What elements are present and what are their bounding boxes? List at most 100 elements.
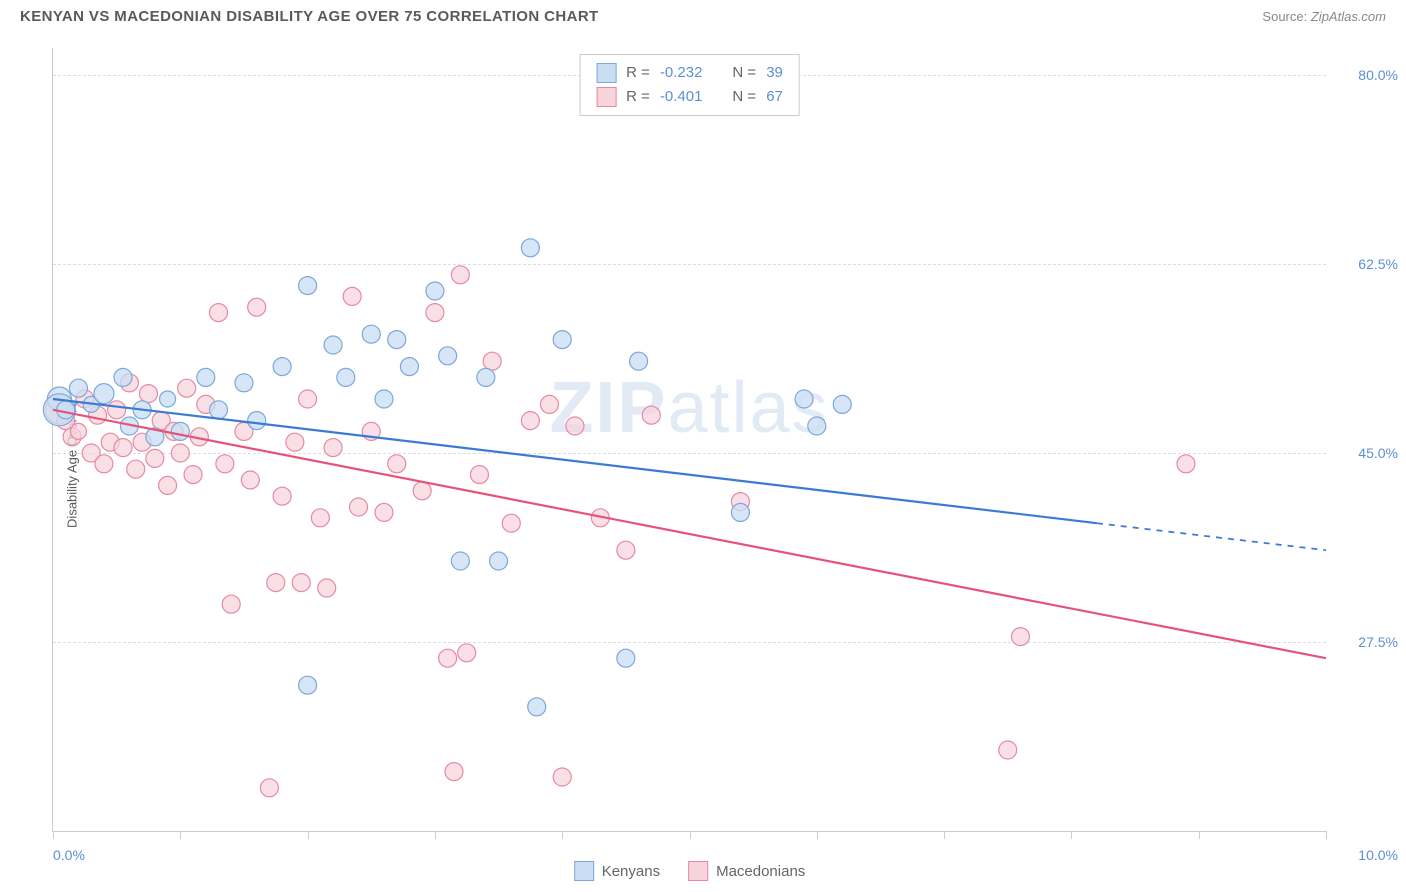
scatter-point: [426, 304, 444, 322]
correlation-legend: R = -0.232 N = 39 R = -0.401 N = 67: [579, 54, 800, 116]
scatter-point: [273, 358, 291, 376]
scatter-point: [350, 498, 368, 516]
scatter-point: [999, 741, 1017, 759]
x-tick: [1071, 831, 1072, 839]
n-value-macedonians: 67: [766, 85, 783, 109]
chart-container: Disability Age Over 75 ZIPatlas R = -0.2…: [0, 36, 1406, 892]
scatter-point: [731, 503, 749, 521]
scatter-point: [241, 471, 259, 489]
scatter-point: [57, 401, 75, 419]
swatch-macedonians: [688, 861, 708, 881]
scatter-point: [248, 298, 266, 316]
scatter-point: [642, 406, 660, 424]
scatter-point: [343, 287, 361, 305]
y-tick-label: 27.5%: [1334, 634, 1398, 650]
scatter-point: [108, 401, 126, 419]
legend-item-macedonians: Macedonians: [688, 861, 805, 881]
scatter-point: [69, 379, 87, 397]
legend-row-macedonians: R = -0.401 N = 67: [596, 85, 783, 109]
scatter-point: [540, 395, 558, 413]
scatter-point: [553, 331, 571, 349]
scatter-point: [299, 277, 317, 295]
scatter-point: [375, 503, 393, 521]
scatter-point: [388, 331, 406, 349]
x-tick: [817, 831, 818, 839]
r-label: R =: [626, 61, 650, 85]
scatter-point: [833, 395, 851, 413]
scatter-point: [171, 422, 189, 440]
scatter-point: [273, 487, 291, 505]
plot-area: ZIPatlas R = -0.232 N = 39 R = -0.401 N …: [52, 48, 1326, 832]
scatter-point: [209, 401, 227, 419]
scatter-point: [451, 552, 469, 570]
x-tick: [1326, 831, 1327, 839]
scatter-point: [139, 385, 157, 403]
scatter-point: [617, 541, 635, 559]
y-tick-label: 62.5%: [1334, 256, 1398, 272]
scatter-point: [630, 352, 648, 370]
scatter-point: [216, 455, 234, 473]
swatch-kenyans: [596, 63, 616, 83]
scatter-point: [95, 455, 113, 473]
scatter-point: [159, 476, 177, 494]
series-legend: Kenyans Macedonians: [574, 861, 806, 881]
scatter-point: [324, 439, 342, 457]
scatter-point: [286, 433, 304, 451]
scatter-point: [127, 460, 145, 478]
x-tick: [308, 831, 309, 839]
scatter-point: [413, 482, 431, 500]
r-value-macedonians: -0.401: [660, 85, 703, 109]
scatter-point: [426, 282, 444, 300]
source-value: ZipAtlas.com: [1311, 9, 1386, 24]
scatter-point: [299, 390, 317, 408]
scatter-point: [248, 412, 266, 430]
scatter-point: [222, 595, 240, 613]
scatter-point: [235, 374, 253, 392]
scatter-point: [197, 368, 215, 386]
scatter-point: [362, 325, 380, 343]
scatter-point: [445, 763, 463, 781]
scatter-point: [184, 466, 202, 484]
scatter-point: [458, 644, 476, 662]
scatter-point: [299, 676, 317, 694]
x-tick: [944, 831, 945, 839]
scatter-point: [375, 390, 393, 408]
scatter-point: [566, 417, 584, 435]
scatter-point: [178, 379, 196, 397]
scatter-point: [267, 574, 285, 592]
r-label: R =: [626, 85, 650, 109]
scatter-point: [521, 412, 539, 430]
regression-line-extrapolated: [1097, 523, 1326, 550]
scatter-point: [795, 390, 813, 408]
scatter-point: [439, 347, 457, 365]
scatter-point: [502, 514, 520, 532]
x-tick: [690, 831, 691, 839]
scatter-point: [146, 449, 164, 467]
scatter-point: [470, 466, 488, 484]
scatter-point: [483, 352, 501, 370]
x-tick-label-max: 10.0%: [1334, 847, 1398, 863]
n-label: N =: [732, 61, 756, 85]
x-tick-label-min: 0.0%: [53, 847, 85, 863]
scatter-point: [292, 574, 310, 592]
source-label: Source:: [1262, 9, 1307, 24]
swatch-kenyans: [574, 861, 594, 881]
scatter-point: [808, 417, 826, 435]
scatter-point: [477, 368, 495, 386]
n-value-kenyans: 39: [766, 61, 783, 85]
y-tick-label: 80.0%: [1334, 67, 1398, 83]
scatter-point: [311, 509, 329, 527]
scatter-point: [553, 768, 571, 786]
scatter-point: [114, 368, 132, 386]
legend-item-kenyans: Kenyans: [574, 861, 660, 881]
swatch-macedonians: [596, 87, 616, 107]
scatter-point: [528, 698, 546, 716]
scatter-point: [1011, 628, 1029, 646]
legend-row-kenyans: R = -0.232 N = 39: [596, 61, 783, 85]
scatter-point: [324, 336, 342, 354]
header-bar: KENYAN VS MACEDONIAN DISABILITY AGE OVER…: [0, 0, 1406, 31]
scatter-point: [171, 444, 189, 462]
chart-title: KENYAN VS MACEDONIAN DISABILITY AGE OVER…: [20, 8, 599, 25]
x-tick: [53, 831, 54, 839]
n-label: N =: [732, 85, 756, 109]
